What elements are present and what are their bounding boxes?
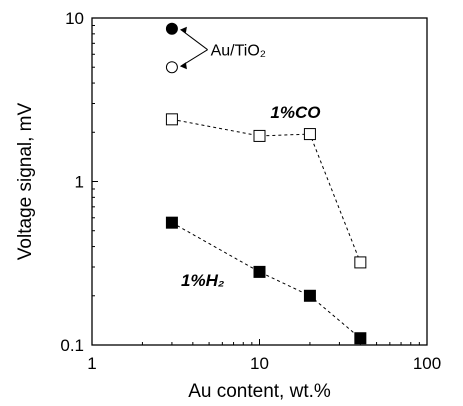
data-point-filled-square	[165, 216, 178, 229]
series-line	[171, 118, 361, 263]
data-point-open-circle	[165, 61, 178, 74]
annotation-arrowhead	[179, 62, 187, 70]
plot-frame	[91, 17, 428, 346]
annotation-arrowhead	[179, 26, 187, 33]
data-point-filled-square	[253, 265, 266, 278]
y-axis-label: Voltage signal, mV	[15, 102, 36, 260]
annotation-label: Au/TiO₂	[211, 43, 266, 60]
data-point-open-square	[165, 113, 178, 126]
data-point-filled-square	[303, 289, 316, 302]
series-line	[171, 222, 361, 339]
series-label-h2: 1%H₂	[181, 271, 225, 290]
data-point-filled-circle	[165, 22, 178, 35]
y-tick-label: 1	[75, 173, 84, 192]
y-tick-label: 10	[65, 9, 84, 28]
y-tick-label: 0.1	[60, 336, 84, 355]
x-tick-label: 10	[250, 354, 269, 373]
x-axis-label: Au content, wt.%	[188, 381, 331, 402]
data-point-filled-square	[354, 332, 367, 345]
data-point-open-square	[253, 129, 266, 142]
annotation-arrow-line	[180, 29, 208, 51]
x-tick-label: 100	[413, 354, 441, 373]
data-point-open-square	[354, 256, 367, 269]
series-label-co: 1%CO	[270, 103, 320, 122]
data-point-open-square	[303, 128, 316, 141]
x-tick-label: 1	[87, 354, 96, 373]
